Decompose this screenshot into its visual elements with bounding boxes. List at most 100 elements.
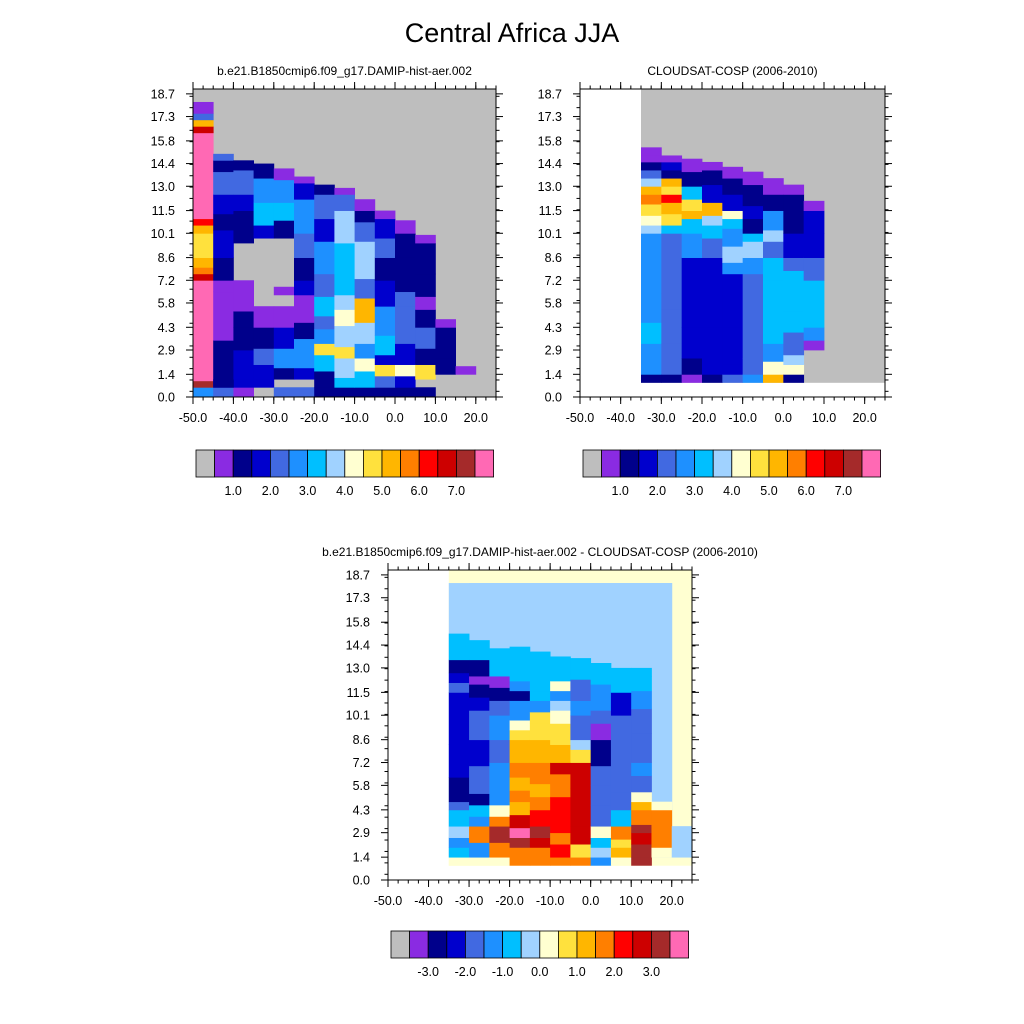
x-tick-label: -30.0 (647, 411, 676, 425)
heatmap-cell (374, 306, 396, 336)
heatmap-cell (455, 366, 477, 375)
heatmap-panel-3: b.e21.B1850cmip6.f09_g17.DAMIP-hist-aer.… (322, 545, 758, 979)
heatmap-cell (783, 210, 805, 234)
heatmap-cell (294, 176, 315, 184)
heatmap-cell (294, 367, 315, 380)
heatmap-cell (273, 220, 295, 239)
heatmap-cell (233, 170, 254, 195)
heatmap-cell (374, 375, 396, 388)
heatmap-cell (469, 826, 490, 843)
heatmap-cell (213, 213, 234, 231)
colorbar-label: 1.0 (612, 484, 629, 498)
heatmap-cell (783, 374, 805, 383)
x-tick-label: -10.0 (340, 411, 369, 425)
colorbar-swatch (502, 930, 522, 959)
heatmap-cell (529, 700, 551, 713)
y-tick-label: 11.5 (152, 204, 175, 218)
heatmap-cell (742, 184, 764, 207)
colorbar-swatch (843, 449, 863, 478)
heatmap-cell (529, 723, 551, 741)
heatmap-cell (415, 243, 436, 275)
y-tick-label: 1.4 (545, 368, 562, 382)
heatmap-cell (509, 827, 531, 838)
heatmap-cell (631, 733, 652, 763)
colorbar-swatch (613, 930, 634, 959)
colorbar-label: -1.0 (492, 965, 514, 979)
heatmap-cell (763, 374, 784, 383)
colorbar-swatch (307, 449, 327, 478)
colorbar-swatch (582, 449, 603, 478)
heatmap-cell (193, 101, 214, 114)
heatmap-cell (550, 844, 571, 858)
heatmap-cell (661, 178, 683, 187)
y-tick-label: 8.6 (158, 251, 175, 265)
colorbar-label: 3.0 (299, 484, 316, 498)
heatmap-cell (610, 667, 632, 685)
heatmap-cell (448, 682, 470, 693)
heatmap-cell (448, 801, 470, 811)
heatmap-cell (374, 335, 396, 356)
heatmap-cell (415, 296, 436, 310)
heatmap-cell (489, 648, 510, 677)
heatmap-cell (193, 225, 214, 234)
heatmap-cell (570, 788, 592, 811)
heatmap-cell (570, 826, 592, 845)
colorbar: 1.0 2.0 3.0 4.0 5.0 6.0 7.0 (195, 449, 495, 498)
heatmap-cell (610, 692, 632, 716)
colorbar-swatch (824, 449, 844, 478)
heatmap-cell (529, 809, 551, 827)
x-tick-label: 0.0 (386, 411, 403, 425)
colorbar-swatch (381, 449, 402, 478)
heatmap-cell (702, 225, 723, 239)
heatmap-cell (722, 178, 744, 195)
heatmap-cell (702, 215, 723, 226)
heatmap-cell (213, 387, 234, 398)
heatmap-cell (509, 680, 531, 692)
y-tick-label: 7.2 (545, 274, 562, 288)
colorbar-swatch (750, 449, 770, 478)
colorbar-swatch (576, 930, 597, 959)
heatmap-cell (803, 200, 825, 211)
heatmap-cell (193, 257, 214, 268)
heatmap-cell (489, 793, 510, 806)
heatmap-cell (489, 715, 510, 741)
heatmap-cell (253, 163, 275, 179)
y-tick-label: 8.6 (545, 251, 562, 265)
heatmap-cell (509, 729, 531, 741)
colorbar: -3.0 -2.0 -1.0 0.0 1.0 2.0 3.0 (390, 930, 690, 979)
heatmap-cell (661, 343, 683, 375)
y-tick-label: 17.3 (538, 110, 562, 124)
colorbar-swatch (595, 930, 615, 959)
colorbar-label: 2.0 (649, 484, 666, 498)
x-tick-label: -50.0 (374, 894, 403, 908)
heatmap-cell (213, 230, 234, 258)
heatmap-cell (354, 210, 376, 223)
colorbar-swatch (601, 449, 621, 478)
heatmap-cell (334, 294, 355, 310)
colorbar-swatch (409, 930, 429, 959)
colorbar-swatch (232, 449, 253, 478)
heatmap-cell (294, 294, 315, 323)
heatmap-cell (763, 257, 784, 281)
heatmap-cell (509, 837, 531, 848)
heatmap-cell (354, 298, 376, 323)
heatmap-panel-1: b.e21.B1850cmip6.f09_g17.DAMIP-hist-aer.… (151, 64, 503, 498)
heatmap-cell (763, 361, 784, 375)
heatmap-cell (783, 364, 805, 375)
heatmap-cell (334, 187, 355, 195)
heatmap-cell (193, 387, 214, 398)
heatmap-cell (702, 170, 723, 186)
heatmap-cell (550, 857, 571, 866)
heatmap-cell (448, 692, 470, 745)
heatmap-cell (469, 676, 490, 685)
heatmap-cell (395, 343, 416, 365)
heatmap-cell (354, 241, 376, 280)
heatmap-cell (722, 374, 744, 383)
heatmap-cell (469, 739, 490, 767)
panel-title: CLOUDSAT-COSP (2006-2010) (647, 64, 817, 78)
heatmap-cell (610, 684, 632, 693)
heatmap-cell (314, 241, 335, 275)
heatmap-cell (722, 166, 744, 179)
heatmap-cell (395, 257, 416, 293)
heatmap-cell (631, 667, 652, 677)
